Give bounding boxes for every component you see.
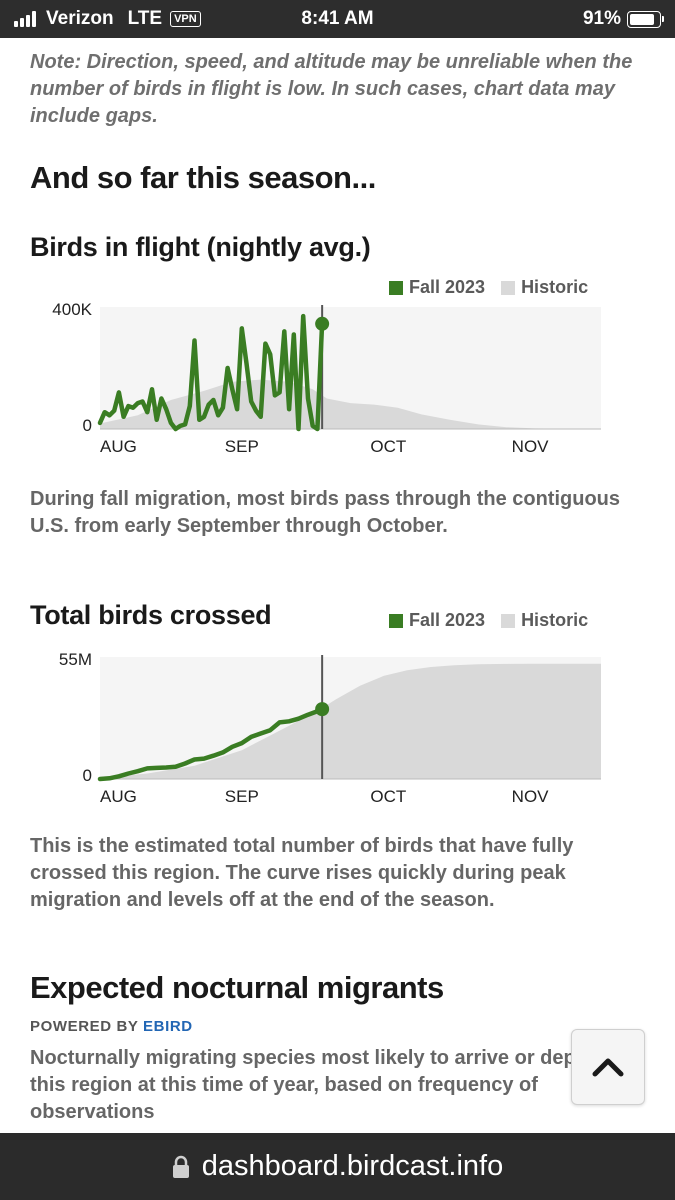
legend-fall-2023: Fall 2023 bbox=[389, 610, 485, 631]
fall-2023-line bbox=[97, 706, 325, 782]
x-tick-label: SEP bbox=[225, 437, 259, 456]
total-birds-crossed-chart: 55M 0 AUG SEP OCT NOV bbox=[59, 650, 601, 806]
x-tick-label: NOV bbox=[512, 787, 550, 806]
chart1-legend: Fall 2023 Historic bbox=[389, 277, 588, 298]
x-tick-label: AUG bbox=[100, 437, 137, 456]
current-point bbox=[315, 702, 330, 717]
network: LTE bbox=[127, 8, 163, 29]
chevron-up-icon bbox=[592, 1058, 624, 1077]
crossed-description: This is the estimated total number of bi… bbox=[30, 835, 574, 911]
flight-description: During fall migration, most birds pass t… bbox=[30, 488, 621, 537]
battery-percent: 91% bbox=[582, 8, 621, 29]
ebird-link[interactable]: EBIRD bbox=[143, 1018, 193, 1035]
vpn-badge: VPN bbox=[170, 11, 201, 27]
y-tick-label: 400K bbox=[52, 300, 92, 319]
chart2-legend: Fall 2023 Historic bbox=[389, 610, 588, 631]
scroll-top-button[interactable] bbox=[571, 1029, 645, 1105]
migrants-description: Nocturnally migrating species most likel… bbox=[30, 1047, 602, 1123]
section-title: And so far this season... bbox=[30, 160, 376, 195]
fall-2023-line bbox=[97, 313, 325, 432]
x-tick-label: NOV bbox=[512, 437, 550, 456]
status-bar: Verizon LTE VPN 8:41 AM 91% bbox=[0, 0, 675, 38]
chart1-title: Birds in flight (nightly avg.) bbox=[30, 232, 371, 262]
y-tick-label: 0 bbox=[83, 766, 92, 785]
legend-historic: Historic bbox=[501, 610, 588, 631]
url-text: dashboard.birdcast.info bbox=[201, 1150, 504, 1182]
carrier: Verizon bbox=[46, 8, 114, 29]
y-tick-label: 0 bbox=[83, 416, 92, 435]
lock-icon bbox=[172, 1155, 189, 1178]
clock: 8:41 AM bbox=[301, 8, 374, 29]
historic-area bbox=[100, 663, 601, 779]
x-tick-label: OCT bbox=[370, 787, 406, 806]
chart2-title: Total birds crossed bbox=[30, 600, 272, 630]
note-text: Note: Direction, speed, and altitude may… bbox=[30, 51, 633, 127]
signal-icon bbox=[14, 11, 36, 27]
legend-historic: Historic bbox=[501, 277, 588, 298]
powered-by: POWERED BY EBIRD bbox=[30, 1018, 193, 1035]
x-tick-label: SEP bbox=[225, 787, 259, 806]
legend-fall-2023: Fall 2023 bbox=[389, 277, 485, 298]
y-tick-label: 55M bbox=[59, 650, 92, 669]
url-bar[interactable]: dashboard.birdcast.info bbox=[0, 1133, 675, 1200]
battery-icon bbox=[627, 10, 664, 28]
birds-in-flight-chart: 400K 0 AUG SEP OCT NOV bbox=[52, 300, 601, 456]
x-tick-label: OCT bbox=[370, 437, 406, 456]
current-point bbox=[315, 316, 330, 331]
x-tick-label: AUG bbox=[100, 787, 137, 806]
migrants-title: Expected nocturnal migrants bbox=[30, 970, 444, 1005]
